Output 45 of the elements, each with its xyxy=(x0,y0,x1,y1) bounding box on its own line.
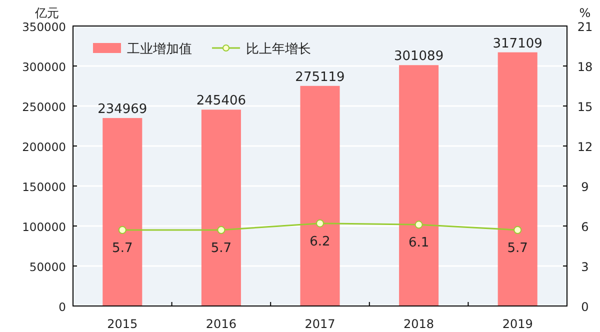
point xyxy=(217,226,226,234)
y2-tick-label: 15 xyxy=(577,100,593,114)
data-label: 317109 xyxy=(492,36,542,52)
x-tick-label: 2019 xyxy=(502,317,533,331)
point xyxy=(514,226,522,234)
y2-tick-label: 3 xyxy=(581,260,589,274)
data-label: 275119 xyxy=(295,70,345,85)
y-tick-label: 300000 xyxy=(22,60,66,74)
point xyxy=(316,219,324,228)
point xyxy=(414,220,423,229)
y-axis-title: 亿元 xyxy=(34,6,59,20)
y2-tick-label: 0 xyxy=(581,300,589,314)
x-tick-label: 2018 xyxy=(404,317,434,331)
x-tick-label: 2016 xyxy=(206,317,236,331)
y-tick-label: 200000 xyxy=(22,140,66,154)
y2-tick-label: 6 xyxy=(581,220,589,234)
bar xyxy=(300,86,340,306)
x-tick-label: 2017 xyxy=(304,317,336,331)
y-tick-label: 50000 xyxy=(29,260,66,274)
data-label: 5.7 xyxy=(112,241,133,256)
y-tick-label: 150000 xyxy=(22,180,66,194)
data-label: 234969 xyxy=(98,102,148,118)
y2-axis-title: % xyxy=(579,6,591,20)
y2-tick-label: 18 xyxy=(577,60,593,74)
legend-label: 比上年增长 xyxy=(246,42,311,57)
data-label: 5.7 xyxy=(210,241,232,256)
bar xyxy=(201,110,241,306)
data-label: 301089 xyxy=(394,49,444,64)
bar xyxy=(498,52,538,306)
bar xyxy=(102,118,142,306)
y-tick-label: 250000 xyxy=(22,100,66,114)
x-tick-label: 2015 xyxy=(107,317,138,331)
y-tick-label: 350000 xyxy=(22,20,66,34)
data-label: 6.2 xyxy=(310,234,330,250)
y2-tick-label: 9 xyxy=(581,180,589,194)
bar xyxy=(399,65,439,306)
data-label: 6.1 xyxy=(408,236,430,251)
y-tick-label: 100000 xyxy=(22,220,66,234)
y2-tick-label: 21 xyxy=(577,20,593,34)
y-tick-label: 0 xyxy=(58,300,66,314)
point xyxy=(118,226,126,234)
y2-tick-label: 12 xyxy=(577,140,593,154)
data-label: 5.7 xyxy=(507,241,528,256)
legend-label: 工业增加值 xyxy=(127,42,192,57)
data-label: 245406 xyxy=(196,94,246,109)
